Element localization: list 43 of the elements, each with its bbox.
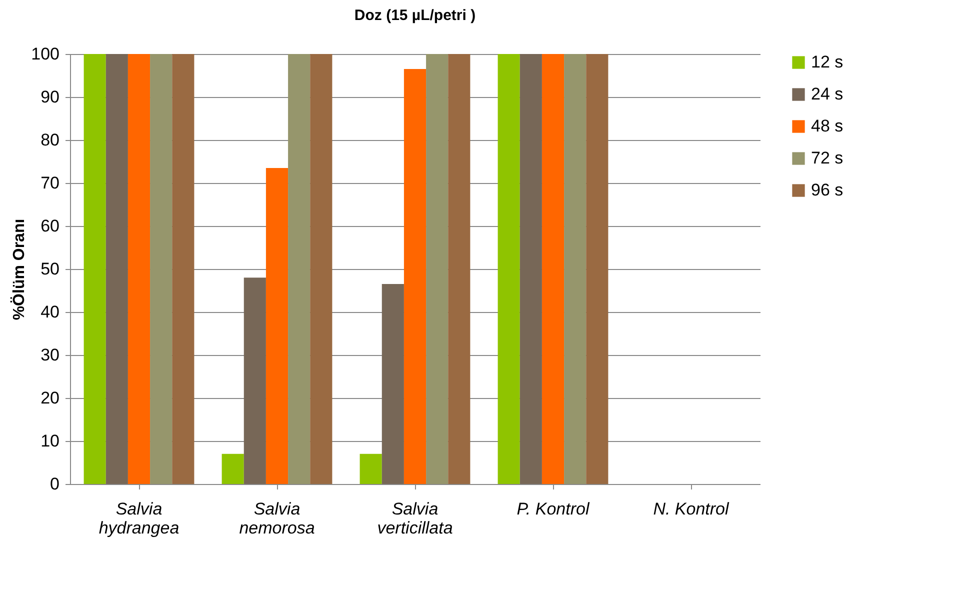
y-tick-label: 80: [40, 130, 60, 150]
bar: [426, 54, 448, 484]
bar: [586, 54, 608, 484]
y-tick-label: 50: [40, 260, 60, 278]
x-tick-label: P. Kontrol: [516, 500, 590, 518]
bar: [128, 54, 150, 484]
y-axis-title: %Ölüm Oranı: [10, 218, 28, 320]
bar: [404, 69, 426, 484]
bar: [498, 54, 520, 484]
bar: [266, 168, 288, 484]
chart-title: Doz (15 µL/petri ): [354, 7, 476, 24]
x-tick-label: Salvia nemorosa: [239, 500, 315, 538]
y-tick-label: 20: [40, 388, 60, 408]
legend-label: 96 s: [811, 180, 844, 200]
y-tick-label: 10: [40, 432, 60, 450]
bar: [150, 54, 172, 484]
bar: [360, 454, 382, 484]
bar: [448, 54, 470, 484]
bar: [84, 54, 106, 484]
legend-label: 12 s: [811, 52, 844, 72]
bar: [222, 454, 244, 484]
bar: [310, 54, 332, 484]
legend-label: 48 s: [811, 116, 844, 136]
y-tick-label: 60: [40, 216, 60, 236]
x-tick-label: Salvia verticillata: [377, 500, 453, 538]
legend-label: 72 s: [811, 148, 844, 168]
x-tick-label: N. Kontrol: [653, 500, 730, 518]
y-tick-label: 40: [40, 302, 60, 322]
bar: [172, 54, 194, 484]
x-tick-label: Salvia hydrangea: [98, 500, 180, 538]
bar: [244, 278, 266, 484]
legend-label: 24 s: [811, 84, 844, 104]
y-tick-label: 70: [40, 174, 60, 192]
y-tick-label: 90: [40, 88, 60, 106]
y-tick-label: 0: [50, 474, 60, 494]
y-tick-label: 100: [31, 44, 60, 64]
bar: [564, 54, 586, 484]
bar: [106, 54, 128, 484]
bar: [520, 54, 542, 484]
y-tick-label: 30: [40, 346, 60, 364]
bar: [542, 54, 564, 484]
bar: [288, 54, 310, 484]
bar: [382, 284, 404, 484]
